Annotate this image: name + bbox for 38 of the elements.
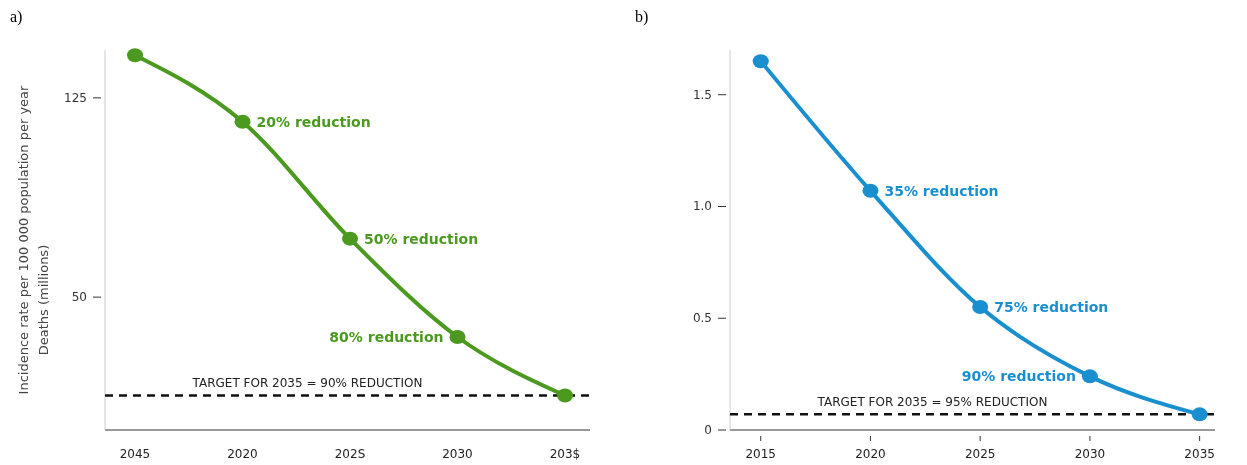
annotation: 80% reduction bbox=[329, 328, 444, 345]
x-tick-label: 2030 bbox=[1074, 447, 1106, 461]
text: Deaths (millions) bbox=[36, 244, 51, 356]
chart-title: b) bbox=[635, 8, 649, 26]
x-tick-label: 2045 bbox=[119, 447, 151, 461]
point bbox=[1191, 407, 1208, 422]
x-tick-label: 2035 bbox=[1184, 447, 1215, 461]
y-tick-label: 0.5 bbox=[692, 311, 712, 326]
x-tick-label: 2020 bbox=[855, 447, 886, 461]
annotation: TARGET FOR 2035 = 95% REDUCTION bbox=[816, 395, 1048, 410]
y-tick-label: 0 bbox=[704, 423, 712, 437]
x-tick-label: 2030 bbox=[442, 447, 473, 461]
annotation: 75% reduction bbox=[994, 299, 1109, 316]
point bbox=[862, 183, 879, 198]
y-tick-label: 125 bbox=[64, 90, 87, 105]
point bbox=[342, 231, 358, 246]
annotation: 35% reduction bbox=[884, 182, 999, 199]
y-tick-label: 1.0 bbox=[692, 199, 712, 214]
x-tick-label: 203$ bbox=[549, 447, 581, 461]
y-tick-label: 1.5 bbox=[692, 87, 712, 102]
point bbox=[557, 388, 573, 403]
x-tick-label: 2025 bbox=[964, 447, 996, 461]
point bbox=[1081, 369, 1098, 384]
point bbox=[234, 114, 251, 129]
point bbox=[127, 48, 143, 63]
annotation: 20% reduction bbox=[256, 113, 371, 130]
y-axis-title: Incidence rate per 100 000 population per year bbox=[16, 84, 31, 395]
point bbox=[449, 329, 466, 344]
annotation: 50% reduction bbox=[364, 230, 479, 247]
point bbox=[752, 54, 769, 69]
x-tick-label: 202S bbox=[334, 447, 366, 461]
x-tick-label: 2015 bbox=[745, 447, 776, 461]
point bbox=[972, 300, 989, 315]
y-tick-label: 50 bbox=[71, 290, 87, 305]
x-tick-label: 2020 bbox=[227, 447, 258, 461]
chart-title: a) bbox=[10, 8, 23, 26]
annotation: 90% reduction bbox=[961, 368, 1076, 385]
annotation: TARGET FOR 2035 = 90% REDUCTION bbox=[191, 376, 423, 391]
